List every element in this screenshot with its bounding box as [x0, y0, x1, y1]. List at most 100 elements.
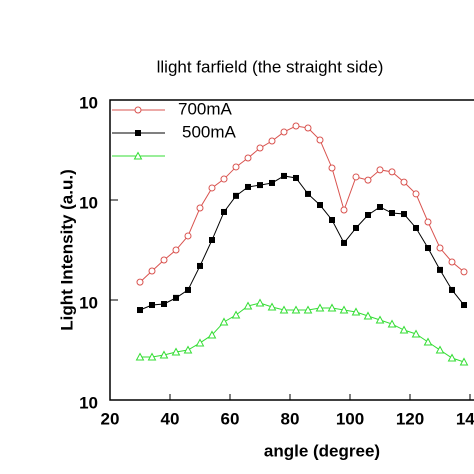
- marker: [173, 294, 179, 301]
- marker: [352, 173, 360, 181]
- marker: [351, 307, 361, 316]
- legend-label: 700mA: [178, 99, 233, 118]
- marker: [209, 237, 215, 244]
- marker: [137, 307, 143, 314]
- marker: [424, 218, 432, 226]
- marker: [148, 267, 156, 275]
- marker: [256, 144, 264, 152]
- marker: [149, 302, 155, 309]
- marker: [317, 202, 323, 209]
- series-line: [139, 175, 465, 311]
- marker: [461, 302, 467, 309]
- x-tick-label: 40: [161, 409, 180, 428]
- marker: [133, 151, 143, 160]
- marker: [245, 183, 251, 190]
- marker: [160, 256, 168, 264]
- marker: [221, 208, 227, 215]
- x-axis-label: angle (degree): [264, 441, 380, 460]
- x-tick-label: 80: [281, 409, 300, 428]
- marker: [184, 232, 192, 240]
- series-line: [139, 125, 465, 283]
- marker: [411, 329, 421, 338]
- marker: [435, 345, 445, 354]
- marker: [135, 352, 145, 361]
- marker: [388, 168, 396, 176]
- marker: [459, 357, 469, 366]
- marker: [449, 286, 455, 293]
- marker: [244, 154, 252, 162]
- x-tick-label: 60: [221, 409, 240, 428]
- marker: [377, 204, 383, 211]
- marker: [365, 211, 371, 218]
- marker: [161, 301, 167, 308]
- marker: [328, 164, 336, 172]
- legend-label: 500mA: [182, 122, 237, 141]
- marker: [208, 184, 216, 192]
- marker: [293, 174, 299, 181]
- marker: [375, 315, 385, 324]
- marker: [413, 224, 419, 231]
- marker: [197, 262, 203, 269]
- marker: [147, 352, 157, 361]
- marker: [315, 303, 325, 312]
- marker: [425, 245, 431, 252]
- x-tick-label: 120: [396, 409, 424, 428]
- marker: [412, 190, 420, 198]
- marker: [136, 278, 144, 286]
- y-tick-label: 10: [79, 393, 98, 412]
- marker: [281, 172, 287, 179]
- marker: [363, 311, 373, 320]
- chart-title: llight farfield (the straight side): [157, 57, 384, 76]
- marker: [255, 298, 265, 307]
- marker: [243, 301, 253, 310]
- marker: [267, 302, 277, 311]
- marker: [268, 137, 276, 145]
- marker: [185, 286, 191, 293]
- marker: [269, 179, 275, 186]
- marker: [436, 244, 444, 252]
- marker: [219, 317, 229, 326]
- marker: [353, 224, 359, 231]
- x-tick-label: 100: [336, 409, 364, 428]
- marker: [460, 268, 468, 276]
- marker: [257, 182, 263, 189]
- marker: [304, 124, 312, 132]
- marker: [303, 305, 313, 314]
- y-tick-label: 10: [79, 193, 98, 212]
- plot-frame: [109, 99, 474, 401]
- y-tick-label: 10: [79, 293, 98, 312]
- marker: [329, 216, 335, 223]
- marker: [387, 319, 397, 328]
- marker: [134, 106, 142, 114]
- marker: [376, 166, 384, 174]
- y-axis-label: Light Intensity (a.u.): [57, 169, 76, 331]
- marker: [437, 266, 443, 273]
- marker: [389, 210, 395, 217]
- marker: [341, 239, 347, 246]
- marker: [339, 305, 349, 314]
- marker: [327, 303, 337, 312]
- marker: [292, 122, 300, 130]
- marker: [447, 353, 457, 362]
- marker: [423, 337, 433, 346]
- marker: [171, 347, 181, 356]
- y-tick-label: 10: [79, 93, 98, 112]
- marker: [291, 305, 301, 314]
- marker: [340, 206, 348, 214]
- marker: [400, 178, 408, 186]
- marker: [196, 204, 204, 212]
- marker: [220, 175, 228, 183]
- marker: [305, 190, 311, 197]
- marker: [159, 350, 169, 359]
- marker: [364, 176, 372, 184]
- x-tick-label: 20: [101, 409, 120, 428]
- marker: [172, 246, 180, 254]
- marker: [399, 325, 409, 334]
- marker: [135, 130, 141, 136]
- marker: [183, 345, 193, 354]
- marker: [280, 128, 288, 136]
- marker: [207, 330, 217, 339]
- marker: [231, 310, 241, 319]
- marker: [401, 211, 407, 218]
